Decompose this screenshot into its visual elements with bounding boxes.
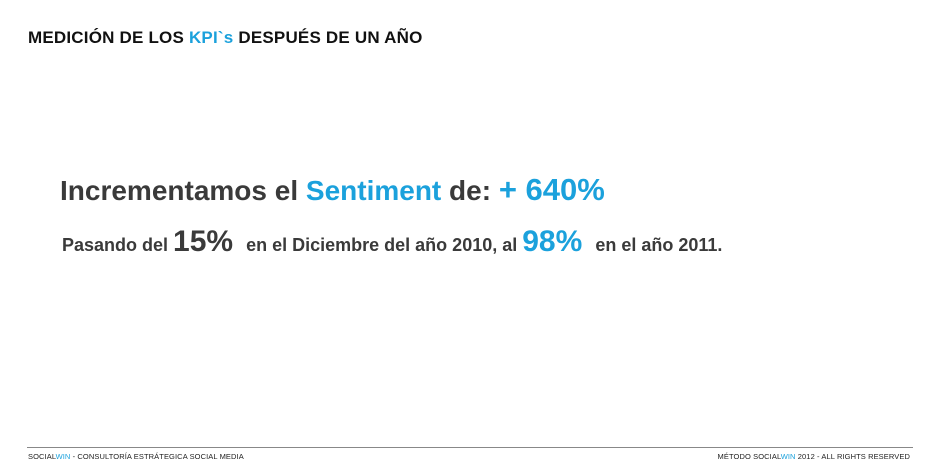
- detail-value-2011: 98%: [522, 225, 583, 258]
- footer-right-text: MÉTODO: [717, 452, 754, 461]
- headline-text: Incrementamos el: [60, 175, 299, 206]
- title-text: MEDICIÓN DE LOS: [28, 28, 185, 47]
- footer-right-brand-win: WIN: [780, 452, 796, 461]
- headline-text-end: de:: [449, 175, 492, 206]
- detail-text-start: Pasando del: [62, 235, 169, 255]
- footer-left-text: - CONSULTORÍA ESTRÁTEGICA SOCIAL MEDIA: [70, 452, 244, 461]
- detail-value-2010: 15%: [173, 225, 234, 258]
- footer-right-brand-social: SOCIAL: [753, 452, 781, 461]
- footer-right-text-end: 2012 - ALL RIGHTS RESERVED: [795, 452, 910, 461]
- headline: Incrementamos el Sentiment de: + 640%: [60, 172, 605, 208]
- headline-highlight: Sentiment: [305, 175, 442, 206]
- detail-line: Pasando del 15% en el Diciembre del año …: [62, 225, 722, 259]
- detail-text-end: en el año 2011.: [595, 235, 723, 255]
- page-title: MEDICIÓN DE LOS KPI`s DESPUÉS DE UN AÑO: [28, 28, 423, 48]
- footer-brand-win: WIN: [55, 452, 71, 461]
- detail-text-middle: en el Diciembre del año 2010, al: [246, 235, 518, 255]
- footer-right: MÉTODO SOCIALWIN 2012 - ALL RIGHTS RESER…: [718, 452, 910, 461]
- headline-value: + 640%: [498, 172, 605, 207]
- title-highlight: KPI`s: [188, 28, 234, 47]
- footer-brand-social: SOCIAL: [28, 452, 56, 461]
- footer-left: SOCIALWIN - CONSULTORÍA ESTRÁTEGICA SOCI…: [28, 452, 244, 461]
- footer-divider: [27, 447, 913, 448]
- title-text-end: DESPUÉS DE UN AÑO: [238, 28, 423, 47]
